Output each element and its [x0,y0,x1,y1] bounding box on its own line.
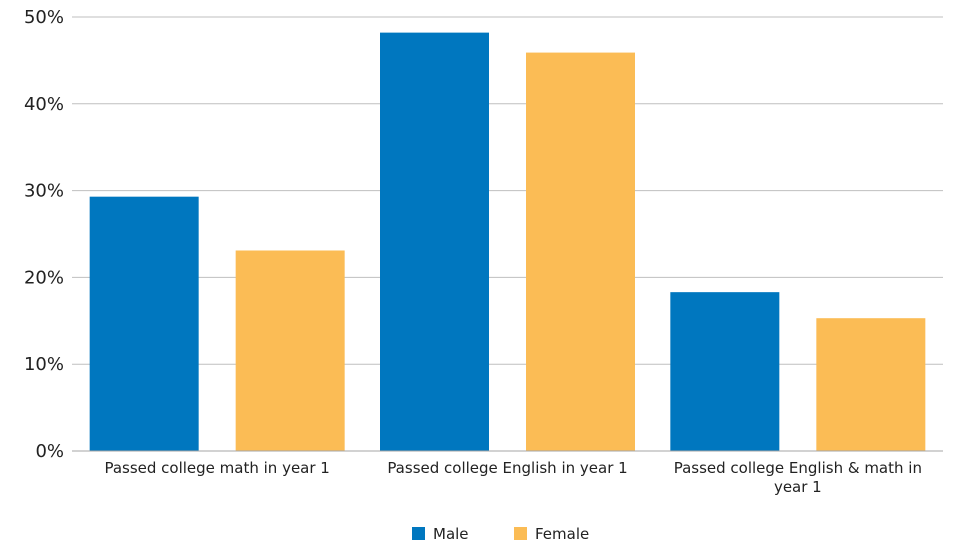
axes: 0% 10% 20% 30% 40% 50% Passed college math in … [24,7,943,496]
bar-male-2 [670,292,780,451]
legend-swatch-female [514,527,527,540]
y-tick-label: 20% [24,267,64,288]
legend: Male Female [412,525,589,543]
bar-female-0 [235,250,345,451]
x-category-label: year 1 [774,478,822,496]
x-category-label: Passed college English in year 1 [387,459,627,477]
bar-male-1 [380,32,489,452]
y-tick-label: 50% [24,7,64,28]
x-category-label: Passed college English & math in [674,459,922,477]
legend-label-male: Male [433,525,469,543]
y-tick-label: 30% [24,181,64,202]
bar-male-0 [89,196,199,451]
y-tick-label: 40% [24,94,64,115]
bars [89,32,926,452]
bar-female-2 [816,318,926,451]
x-category-label: Passed college math in year 1 [104,459,329,477]
bar-female-1 [526,52,635,451]
y-tick-label: 0% [35,441,64,462]
y-tick-label: 10% [24,354,64,375]
gridlines [72,16,943,365]
legend-label-female: Female [535,525,589,543]
legend-swatch-male [412,527,425,540]
